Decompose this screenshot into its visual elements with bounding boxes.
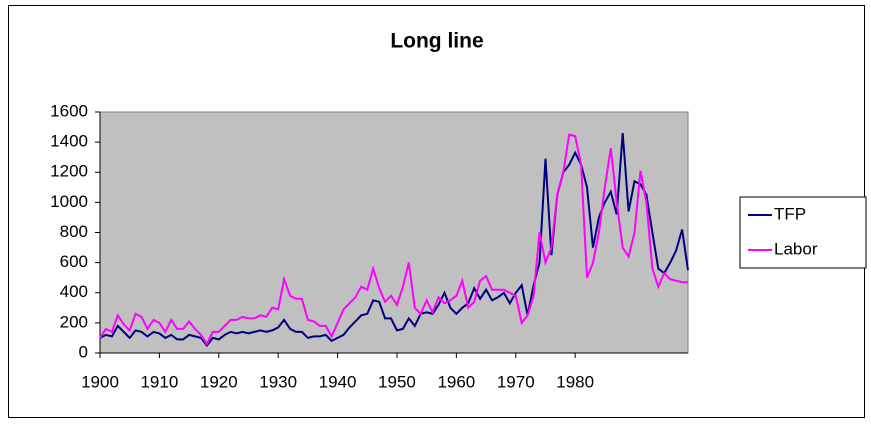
x-tick-label: 1900 (81, 372, 119, 391)
x-tick-label: 1980 (556, 372, 594, 391)
legend-box (739, 196, 867, 269)
series-line (99, 133, 688, 347)
y-tick-label: 1400 (50, 132, 88, 151)
chart-title: Long line (390, 30, 483, 53)
x-tick-label: 1970 (497, 372, 535, 391)
series-line (99, 133, 689, 348)
y-tick-label: 200 (60, 312, 88, 331)
y-tick-label: 600 (60, 252, 88, 271)
x-tick-label: 1920 (200, 372, 238, 391)
y-tick-label: 1000 (50, 192, 88, 211)
plot-area (99, 111, 689, 354)
legend-label: Labor (774, 239, 818, 258)
y-tick-label: 800 (60, 222, 88, 241)
y-tick-label: 1200 (50, 162, 88, 181)
x-tick-label: 1930 (259, 372, 297, 391)
y-tick-label: 0 (79, 342, 88, 361)
y-tick-label: 400 (60, 282, 88, 301)
x-tick-label: 1940 (319, 372, 357, 391)
x-tick-label: 1960 (437, 372, 475, 391)
x-tick-label: 1910 (140, 372, 178, 391)
x-tick-label: 1950 (378, 372, 416, 391)
y-tick-label: 1600 (50, 101, 88, 120)
legend-label: TFP (774, 204, 806, 223)
